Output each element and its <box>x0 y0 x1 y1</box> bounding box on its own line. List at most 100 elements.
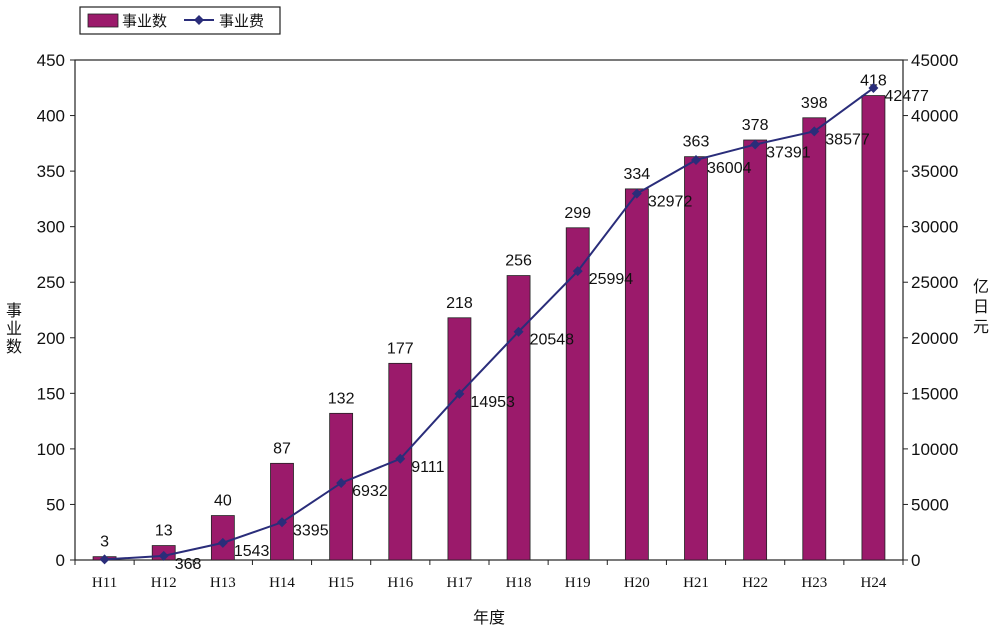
legend-line-label: 事业费 <box>219 12 264 30</box>
y-axis-title-char-2: 业 <box>6 319 22 338</box>
line-value-label: 32972 <box>648 194 693 211</box>
x-tick-label: H23 <box>801 575 827 591</box>
line-value-label: 20548 <box>530 332 575 349</box>
line-value-label: 37391 <box>766 145 811 162</box>
legend-line-marker <box>194 15 204 25</box>
bar <box>861 95 886 561</box>
bar <box>270 462 294 561</box>
y2-tick-label: 0 <box>911 551 920 570</box>
x-tick-label: H21 <box>683 575 709 591</box>
bar-value-label: 334 <box>624 166 651 183</box>
line-value-label: 14953 <box>470 394 515 411</box>
y2-axis-title: 亿 日 元 <box>973 277 989 336</box>
bar-value-label: 299 <box>564 205 591 222</box>
y-tick-label: 350 <box>37 162 65 181</box>
y2-axis-title-char-3: 元 <box>973 317 989 336</box>
line-value-label: 3395 <box>293 522 329 539</box>
legend-bar-swatch <box>87 13 119 28</box>
y-tick-label: 400 <box>37 107 65 126</box>
x-tick-label: H13 <box>210 575 236 591</box>
line-value-label: 9111 <box>411 459 444 476</box>
plot-area: 0 50 100 150 200 250 300 350 400 450 0 5000 10000 150… <box>37 51 959 591</box>
x-tick-label: H19 <box>565 575 591 591</box>
line-point <box>336 477 347 488</box>
bar-value-label: 3 <box>100 534 109 551</box>
y-tick-label: 300 <box>37 218 65 237</box>
x-tick-label: H16 <box>387 575 413 591</box>
x-tick-label: H18 <box>506 575 532 591</box>
line-value-label: 38577 <box>825 131 870 148</box>
legend: 事业数 事业费 <box>79 6 281 35</box>
line-value-label: 368 <box>175 556 202 573</box>
line-point <box>277 517 287 528</box>
bar <box>624 188 649 561</box>
line-point <box>158 550 169 561</box>
bar-value-label: 13 <box>155 523 173 540</box>
line-point <box>809 126 820 137</box>
x-tick-label: H11 <box>92 575 117 591</box>
y-tick-label: 200 <box>37 329 65 348</box>
line-point <box>868 83 879 94</box>
line-point <box>395 453 406 464</box>
y2-tick-label: 10000 <box>911 440 958 459</box>
bar <box>565 227 590 561</box>
line-value-label: 6932 <box>352 483 388 500</box>
y-axis-title-char-1: 事 <box>6 301 22 320</box>
bar-value-label: 40 <box>214 493 232 510</box>
bar-value-label: 218 <box>446 295 473 312</box>
bar <box>210 515 235 561</box>
y-axis-title-char-3: 数 <box>6 337 22 356</box>
y2-tick-label: 40000 <box>911 107 958 126</box>
x-axis-title: 年度 <box>473 608 505 627</box>
y-tick-label: 250 <box>37 273 65 292</box>
y-tick-label: 50 <box>46 495 65 514</box>
bar <box>802 117 827 561</box>
y-axis-title: 事 业 数 <box>6 301 22 356</box>
y-tick-label: 100 <box>37 440 65 459</box>
y-tick-label: 150 <box>37 384 65 403</box>
bar-value-label: 418 <box>860 73 887 90</box>
line-point <box>217 537 228 548</box>
line-point <box>750 139 761 150</box>
bar <box>447 317 472 561</box>
line-point <box>99 554 110 565</box>
x-tick-label: H15 <box>328 575 354 591</box>
line-point <box>454 388 465 399</box>
bar <box>684 156 708 561</box>
bar-value-label: 398 <box>801 95 828 112</box>
line-value-label: 42477 <box>884 88 929 105</box>
line-point <box>691 154 701 165</box>
y2-axis-title-char-1: 亿 <box>973 277 989 296</box>
y2-tick-label: 35000 <box>911 162 958 181</box>
y2-tick-label: 20000 <box>911 329 958 348</box>
y2-tick-label: 45000 <box>911 51 958 70</box>
bar <box>743 139 768 561</box>
line-value-label: 36004 <box>707 160 752 177</box>
line-value-label: 1543 <box>234 543 270 560</box>
bar-value-label: 378 <box>742 117 769 134</box>
line-series <box>104 87 875 561</box>
x-tick-label: H24 <box>861 575 887 591</box>
bar <box>506 275 531 561</box>
bar-value-label: 363 <box>683 134 710 151</box>
bar-value-label: 256 <box>505 253 532 270</box>
y-tick-label: 0 <box>56 551 65 570</box>
y2-axis-title-char-2: 日 <box>973 297 989 316</box>
x-tick-label: H17 <box>447 575 473 591</box>
bar-value-label: 132 <box>328 390 355 407</box>
x-tick-label: H22 <box>742 575 768 591</box>
x-tick-label: H12 <box>151 575 177 591</box>
y-tick-label: 450 <box>37 51 65 70</box>
line-point <box>513 326 524 337</box>
legend-bar-label: 事业数 <box>122 12 167 30</box>
y2-tick-label: 15000 <box>911 384 958 403</box>
y2-tick-label: 25000 <box>911 273 958 292</box>
line-point <box>572 266 583 277</box>
plot-frame <box>74 59 904 561</box>
x-tick-label: H14 <box>269 575 295 591</box>
y2-tick-label: 5000 <box>911 495 949 514</box>
y2-tick-label: 30000 <box>911 218 958 237</box>
line-value-label: 25994 <box>589 271 634 288</box>
x-tick-label: H20 <box>624 575 650 591</box>
